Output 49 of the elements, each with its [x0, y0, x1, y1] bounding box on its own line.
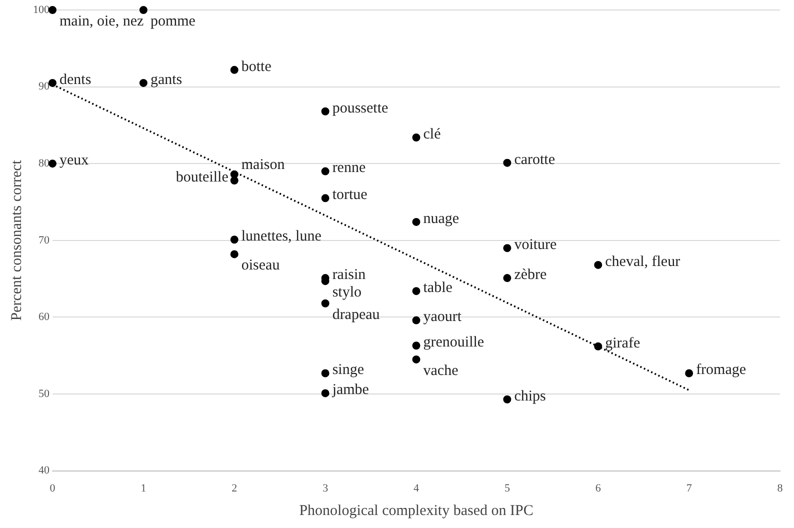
- x-tick-label: 3: [322, 482, 329, 494]
- annotation: bouteille: [176, 169, 229, 186]
- annotation: cheval, fleur: [605, 254, 680, 270]
- annotation: clé: [423, 126, 442, 142]
- annotation: stylo: [332, 284, 362, 301]
- y-tick-label: 100: [33, 4, 50, 16]
- annotation: raisin: [332, 266, 366, 283]
- annotation: main, oie, nez: [60, 13, 144, 30]
- annotation: voiture: [514, 237, 558, 254]
- annotation: jambe: [331, 382, 370, 398]
- annotation: yaourt: [423, 309, 462, 326]
- y-tick-label: 40: [38, 464, 50, 477]
- annotation: carotte: [514, 152, 556, 168]
- x-tick-label: 6: [595, 482, 602, 494]
- y-tick-label: 50: [38, 388, 50, 400]
- y-tick-label: 60: [38, 311, 50, 324]
- y-tick-label: 90: [38, 80, 50, 93]
- annotation: lunettes, lune: [241, 228, 322, 245]
- annotation: fromage: [696, 362, 746, 378]
- annotation: oiseau: [241, 258, 280, 274]
- x-tick-label: 1: [140, 482, 146, 494]
- y-tick-label: 80: [38, 157, 50, 170]
- annotation: poussette: [332, 100, 388, 116]
- y-tick-label: 70: [38, 234, 50, 246]
- annotation: singe: [332, 362, 364, 378]
- x-tick-label: 4: [414, 482, 420, 494]
- annotation: girafe: [605, 335, 640, 352]
- annotation: botte: [241, 58, 272, 75]
- x-tick-label: 8: [777, 482, 784, 494]
- annotation: renne: [332, 160, 366, 176]
- x-tick-label: 7: [686, 482, 692, 494]
- annotation: gants: [150, 72, 182, 88]
- x-tick-label: 2: [232, 482, 238, 494]
- annotation: vache: [423, 362, 459, 379]
- annotation: maison: [241, 156, 286, 173]
- annotation: chips: [514, 388, 546, 404]
- annotation: yeux: [60, 152, 90, 169]
- annotation: pomme: [150, 13, 196, 30]
- annotation: table: [423, 280, 453, 296]
- x-axis-title: Phonological complexity based on IPC: [299, 502, 534, 519]
- x-tick-label: 0: [50, 482, 56, 494]
- annotation: tortue: [332, 187, 368, 204]
- annotation: nuage: [423, 210, 460, 227]
- annotation: dents: [60, 72, 92, 88]
- annotation: grenouille: [423, 334, 484, 351]
- annotation: drapeau: [332, 306, 380, 323]
- x-tick-label: 5: [504, 482, 510, 494]
- y-axis-title: Percent consonants correct: [8, 159, 25, 321]
- annotation: zèbre: [514, 266, 547, 283]
